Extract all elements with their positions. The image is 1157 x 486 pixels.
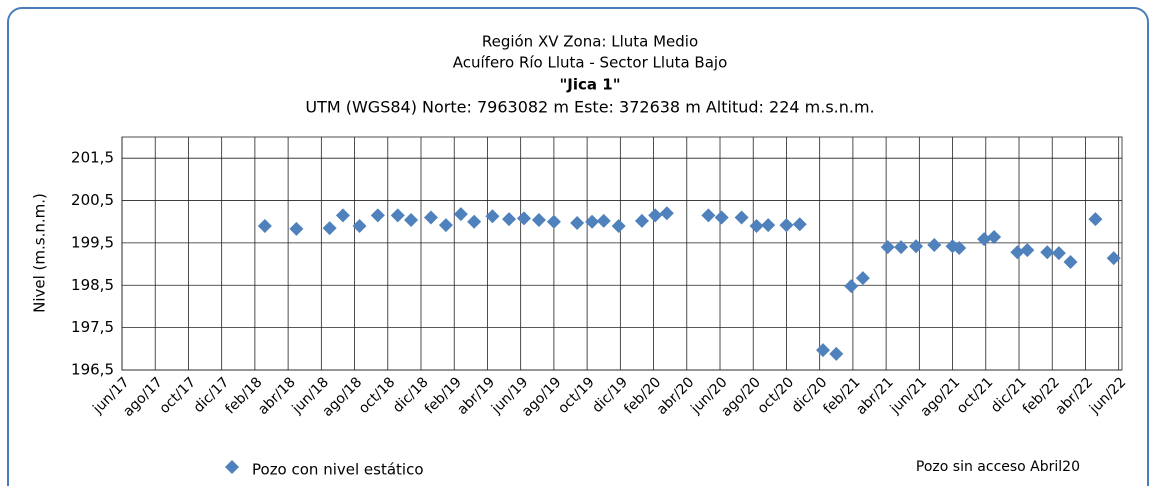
x-tick-label: oct/18 (356, 374, 399, 417)
well-name: "Jica 1" (559, 76, 620, 94)
data-point (815, 343, 830, 358)
data-point (585, 214, 600, 229)
data-point (467, 214, 482, 229)
y-tick-label: 197,5 (71, 318, 114, 336)
data-point (1106, 251, 1121, 266)
data-point (927, 238, 942, 253)
x-tick-label: oct/20 (754, 374, 797, 417)
y-axis-label: Nivel (m.s.n.m.) (31, 193, 49, 313)
data-point (1063, 254, 1078, 269)
data-point (659, 206, 674, 221)
data-point (734, 210, 749, 225)
data-point (714, 210, 729, 225)
x-tick-label: oct/19 (555, 374, 598, 417)
y-tick-label: 196,5 (71, 361, 114, 379)
data-point (423, 210, 438, 225)
data-point (546, 214, 561, 229)
data-point (829, 346, 844, 361)
x-tick-label: oct/21 (954, 374, 997, 417)
data-point (701, 208, 716, 223)
location: UTM (WGS84) Norte: 7963082 m Este: 37263… (305, 98, 874, 117)
x-tick-label: oct/17 (156, 374, 199, 417)
data-point (570, 215, 585, 230)
legend-label: Pozo con nivel estático (252, 461, 424, 479)
data-point (531, 213, 546, 228)
data-point (404, 213, 419, 228)
data-point (485, 209, 500, 224)
data-point (952, 240, 967, 255)
data-point (453, 207, 468, 222)
data-point (335, 208, 350, 223)
data-point (855, 271, 870, 286)
x-tick-label: jun/22 (1086, 374, 1129, 417)
x-tick-label: abr/21 (853, 374, 897, 418)
data-point (909, 239, 924, 254)
data-point (761, 218, 776, 233)
data-point (370, 208, 385, 223)
data-point (352, 218, 367, 233)
data-point (1040, 245, 1055, 260)
data-point (749, 218, 764, 233)
y-tick-label: 201,5 (71, 149, 114, 167)
data-point (1088, 212, 1103, 227)
data-point (502, 212, 517, 227)
data-point (322, 221, 337, 236)
data-point (779, 218, 794, 233)
y-tick-label: 200,5 (71, 191, 114, 209)
data-point (977, 232, 992, 247)
data-point (516, 211, 531, 226)
x-tick-label: abr/18 (255, 374, 299, 418)
data-point (844, 279, 859, 294)
frame (7, 7, 1149, 486)
x-tick-label: abr/22 (1052, 374, 1096, 418)
data-point (257, 218, 272, 233)
data-point (390, 208, 405, 223)
x-tick-label: abr/20 (654, 374, 698, 418)
legend-marker (225, 460, 239, 474)
data-point (648, 208, 663, 223)
data-point (987, 229, 1002, 244)
data-point (1051, 246, 1066, 261)
data-point (289, 221, 304, 236)
data-point (1010, 245, 1025, 260)
data-point (611, 218, 626, 233)
plot-area (121, 136, 1123, 371)
data-point (880, 240, 895, 255)
chart-title: Región XV Zona: Lluta Medio (482, 33, 698, 51)
x-tick-label: abr/19 (454, 374, 498, 418)
annotation: Pozo sin acceso Abril20 (916, 459, 1080, 475)
y-tick-label: 198,5 (71, 276, 114, 294)
chart-subtitle: Acuífero Río Lluta - Sector Lluta Bajo (453, 54, 728, 72)
data-point (596, 213, 611, 228)
data-point (438, 218, 453, 233)
data-point (894, 240, 909, 255)
data-point (634, 213, 649, 228)
data-point (1020, 243, 1035, 258)
y-tick-label: 199,5 (71, 233, 114, 251)
data-point (792, 217, 807, 232)
